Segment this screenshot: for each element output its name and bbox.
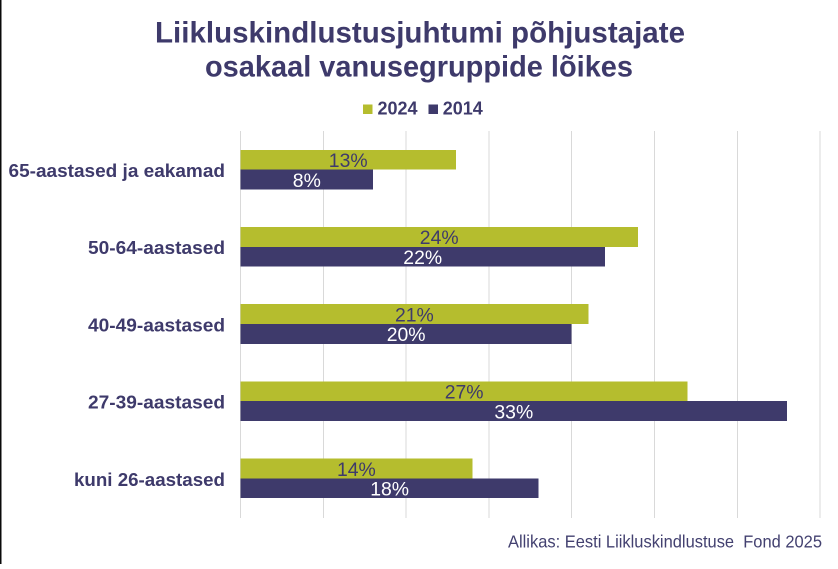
svg-text:kuni 26-aastased: kuni 26-aastased xyxy=(74,469,225,490)
svg-text:65-aastased ja eakamad: 65-aastased ja eakamad xyxy=(9,160,225,181)
svg-text:18%: 18% xyxy=(370,479,409,501)
svg-text:50-64-aastased: 50-64-aastased xyxy=(88,237,225,258)
svg-text:27%: 27% xyxy=(445,382,484,404)
svg-text:Liikluskindlustusjuhtumi põhju: Liikluskindlustusjuhtumi põhjustajate xyxy=(155,17,685,50)
svg-text:40-49-aastased: 40-49-aastased xyxy=(88,314,225,335)
svg-text:24%: 24% xyxy=(420,227,459,249)
svg-text:13%: 13% xyxy=(329,150,368,172)
svg-text:2014: 2014 xyxy=(443,99,483,119)
svg-text:2024: 2024 xyxy=(378,99,418,119)
svg-text:21%: 21% xyxy=(395,304,434,326)
svg-text:22%: 22% xyxy=(403,247,442,269)
svg-text:20%: 20% xyxy=(387,324,426,346)
svg-text:14%: 14% xyxy=(337,459,376,481)
svg-text:Allikas: Eesti Liikluskindlust: Allikas: Eesti Liikluskindlustuse Fond 2… xyxy=(508,532,822,552)
svg-text:8%: 8% xyxy=(293,170,321,192)
svg-text:27-39-aastased: 27-39-aastased xyxy=(88,392,225,413)
svg-text:33%: 33% xyxy=(494,401,533,423)
svg-text:osakaal vanusegruppide lõikes: osakaal vanusegruppide lõikes xyxy=(205,51,633,84)
